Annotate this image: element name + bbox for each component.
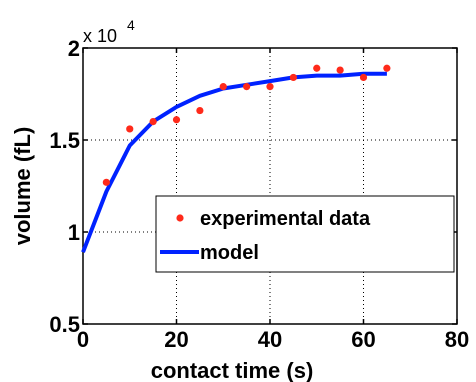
x-tick-label: 0 (77, 327, 89, 352)
series-experimental-data (102, 64, 391, 186)
data-point (336, 66, 344, 74)
axis-ticks (82, 47, 458, 325)
y-multiplier-base: x 10 (83, 26, 117, 46)
data-point (196, 106, 204, 115)
data-point (126, 125, 134, 133)
data-point (289, 73, 297, 82)
y-tick-label: 2 (68, 36, 80, 61)
y-tick-labels: 0.5 1 1.5 2 (49, 36, 80, 337)
x-tick-label: 80 (445, 327, 469, 352)
model-line (81, 71, 387, 253)
y-multiplier-exponent: 4 (127, 17, 135, 33)
data-point (219, 83, 227, 91)
x-tick-labels: 0 20 40 60 80 (77, 327, 469, 352)
y-multiplier: x 10 4 (83, 17, 135, 46)
data-point (313, 64, 321, 72)
plot-area (83, 48, 457, 324)
data-point (266, 83, 274, 91)
data-point (359, 73, 368, 82)
y-tick-label: 1.5 (49, 128, 80, 153)
data-point (172, 116, 181, 124)
legend-marker-experimental (176, 214, 184, 222)
x-tick-label: 60 (351, 327, 375, 352)
x-tick-label: 40 (258, 327, 282, 352)
data-point (243, 83, 251, 91)
data-point (383, 64, 391, 72)
legend: experimental data model (155, 195, 455, 273)
legend-label-model: model (200, 242, 259, 264)
legend-label-experimental: experimental data (200, 208, 371, 230)
y-tick-label: 1 (68, 220, 80, 245)
legend-box (155, 195, 455, 273)
series-model (81, 71, 387, 253)
y-tick-label: 0.5 (49, 312, 80, 337)
data-point (102, 178, 110, 186)
data-point (149, 118, 157, 126)
y-axis-label: volume (fL) (10, 127, 35, 246)
x-axis-label: contact time (s) (151, 358, 314, 382)
x-tick-label: 20 (164, 327, 188, 352)
